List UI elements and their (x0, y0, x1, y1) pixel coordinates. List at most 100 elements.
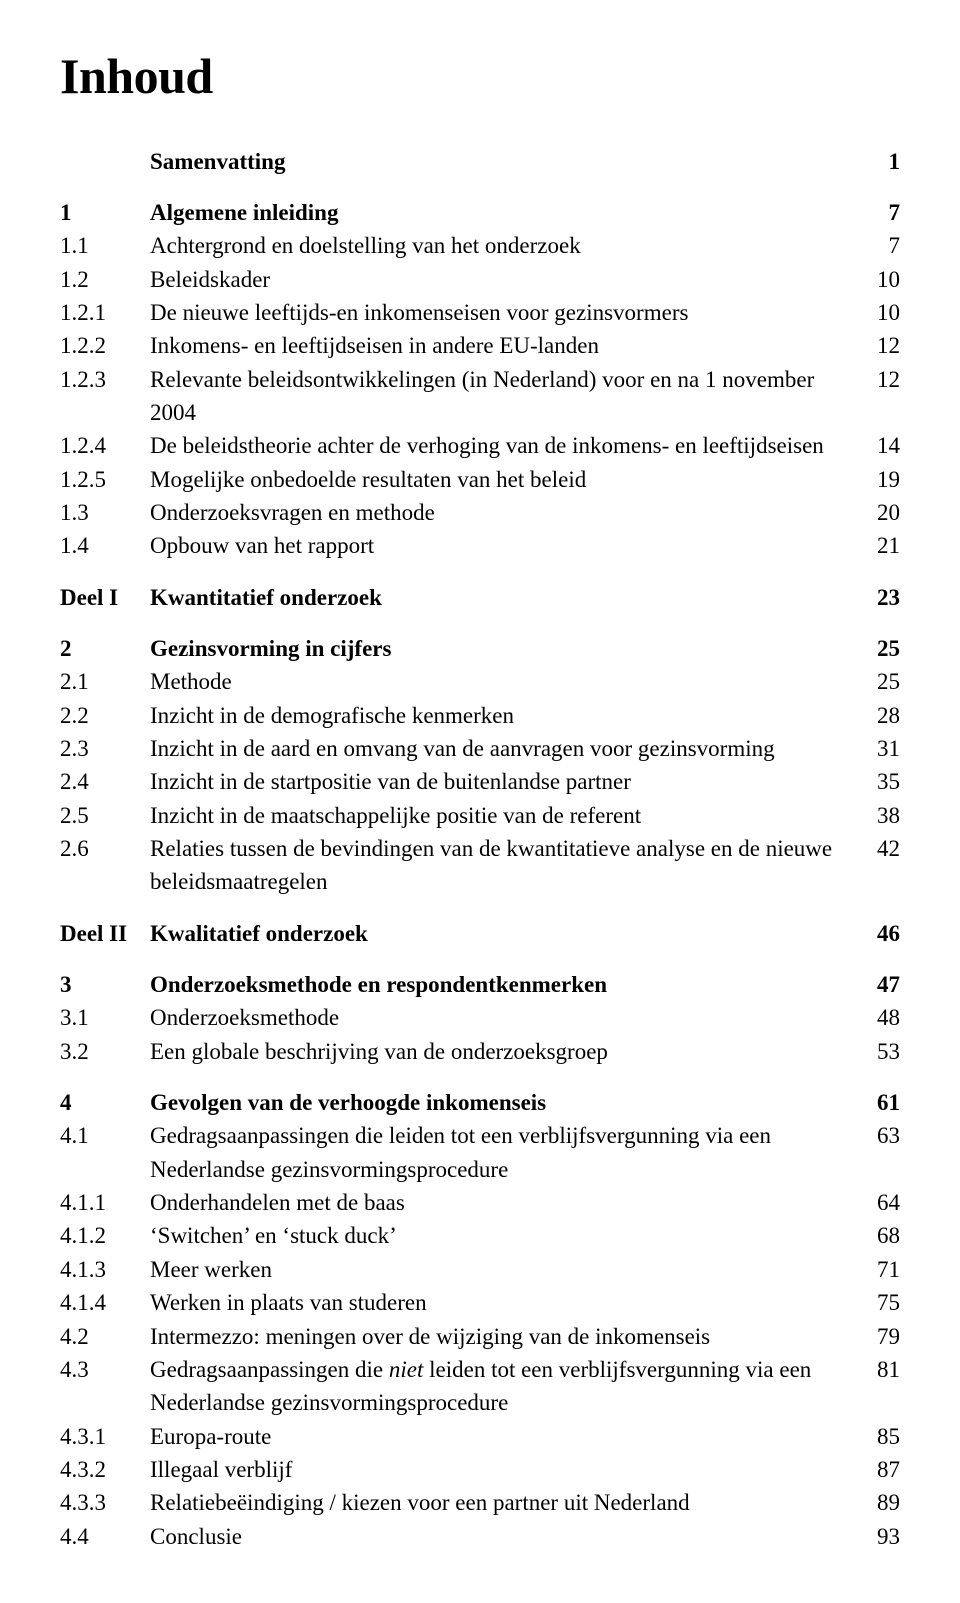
page-title: Inhoud (60, 40, 900, 113)
toc-number: 2.4 (60, 765, 150, 798)
toc-page: 19 (860, 463, 900, 496)
toc-number: 3.1 (60, 1001, 150, 1034)
toc-title: Inzicht in de aard en omvang van de aanv… (150, 732, 860, 765)
toc-title: Relevante beleidsontwikkelingen (in Nede… (150, 363, 860, 430)
toc-page: 21 (860, 529, 900, 562)
toc-row: 4.1.3Meer werken71 (60, 1253, 900, 1286)
toc-page: 64 (860, 1186, 900, 1219)
toc-number: 2.5 (60, 799, 150, 832)
toc-row: 4.1.4Werken in plaats van studeren75 (60, 1286, 900, 1319)
toc-row: 2Gezinsvorming in cijfers25 (60, 632, 900, 665)
toc-row: 3.2Een globale beschrijving van de onder… (60, 1035, 900, 1068)
toc-page: 7 (860, 196, 900, 229)
toc-page: 38 (860, 799, 900, 832)
toc-number: 1.2.5 (60, 463, 150, 496)
toc-page: 47 (860, 968, 900, 1001)
toc-page: 31 (860, 732, 900, 765)
toc-title: De beleidstheorie achter de verhoging va… (150, 429, 860, 462)
toc-title: Illegaal verblijf (150, 1453, 860, 1486)
toc-page: 25 (860, 665, 900, 698)
toc-row: 2.3Inzicht in de aard en omvang van de a… (60, 732, 900, 765)
toc-title: Gezinsvorming in cijfers (150, 632, 860, 665)
toc-number: 3 (60, 968, 150, 1001)
toc-title: Onderzoeksvragen en methode (150, 496, 860, 529)
toc-title: Inzicht in de startpositie van de buiten… (150, 765, 860, 798)
toc-page: 10 (860, 263, 900, 296)
toc-title: Inzicht in de maatschappelijke positie v… (150, 799, 860, 832)
toc-page: 79 (860, 1320, 900, 1353)
toc-page: 14 (860, 429, 900, 462)
toc-title: Een globale beschrijving van de onderzoe… (150, 1035, 860, 1068)
toc-row: 1.2.4De beleidstheorie achter de verhogi… (60, 429, 900, 462)
toc-number: 4.1.3 (60, 1253, 150, 1286)
toc-number: 2.3 (60, 732, 150, 765)
table-of-contents: Samenvatting11Algemene inleiding71.1Acht… (60, 145, 900, 1553)
toc-title: Onderzoeksmethode (150, 1001, 860, 1034)
toc-title: Achtergrond en doelstelling van het onde… (150, 229, 860, 262)
toc-number: 4.1.4 (60, 1286, 150, 1319)
toc-row: 4.3.3Relatiebeëindiging / kiezen voor ee… (60, 1486, 900, 1519)
toc-title: Onderzoeksmethode en respondentkenmerken (150, 968, 860, 1001)
toc-number: 4.2 (60, 1320, 150, 1353)
toc-row: 4.2Intermezzo: meningen over de wijzigin… (60, 1320, 900, 1353)
toc-row: 4.3Gedragsaanpassingen die niet leiden t… (60, 1353, 900, 1420)
toc-page: 42 (860, 832, 900, 865)
toc-row: 1Algemene inleiding7 (60, 196, 900, 229)
toc-title: Gevolgen van de verhoogde inkomenseis (150, 1086, 860, 1119)
toc-title: Inzicht in de demografische kenmerken (150, 699, 860, 732)
toc-number: 2.6 (60, 832, 150, 865)
toc-row: 1.2.2Inkomens- en leeftijdseisen in ande… (60, 329, 900, 362)
toc-title: Intermezzo: meningen over de wijziging v… (150, 1320, 860, 1353)
toc-title: Conclusie (150, 1520, 860, 1553)
spacer (60, 950, 900, 968)
toc-number: 1 (60, 196, 150, 229)
toc-title: Beleidskader (150, 263, 860, 296)
toc-row: 2.4Inzicht in de startpositie van de bui… (60, 765, 900, 798)
toc-title: Gedragsaanpassingen die leiden tot een v… (150, 1119, 860, 1186)
toc-page: 63 (860, 1119, 900, 1152)
spacer (60, 1068, 900, 1086)
toc-number: 1.2.1 (60, 296, 150, 329)
toc-number: Deel II (60, 917, 150, 950)
toc-row: 4.4Conclusie93 (60, 1520, 900, 1553)
toc-title: Gedragsaanpassingen die niet leiden tot … (150, 1353, 860, 1420)
toc-row: 1.2.1De nieuwe leeftijds-en inkomenseise… (60, 296, 900, 329)
toc-title: Werken in plaats van studeren (150, 1286, 860, 1319)
toc-title: Kwalitatief onderzoek (150, 917, 860, 950)
toc-page: 85 (860, 1420, 900, 1453)
toc-row: 4.1Gedragsaanpassingen die leiden tot ee… (60, 1119, 900, 1186)
toc-page: 7 (860, 229, 900, 262)
toc-row: 1.4Opbouw van het rapport21 (60, 529, 900, 562)
toc-row: 4.3.1Europa-route85 (60, 1420, 900, 1453)
toc-row: 2.6Relaties tussen de bevindingen van de… (60, 832, 900, 899)
toc-title: Opbouw van het rapport (150, 529, 860, 562)
toc-row: Deel IIKwalitatief onderzoek46 (60, 917, 900, 950)
toc-number: 4.1.1 (60, 1186, 150, 1219)
toc-row: 1.2.3Relevante beleidsontwikkelingen (in… (60, 363, 900, 430)
toc-title: Algemene inleiding (150, 196, 860, 229)
toc-title: Onderhandelen met de baas (150, 1186, 860, 1219)
toc-page: 81 (860, 1353, 900, 1386)
toc-title: ‘Switchen’ en ‘stuck duck’ (150, 1219, 860, 1252)
toc-row: 4.1.1Onderhandelen met de baas64 (60, 1186, 900, 1219)
toc-title: Kwantitatief onderzoek (150, 581, 860, 614)
toc-number: 1.2.3 (60, 363, 150, 396)
toc-number: 1.4 (60, 529, 150, 562)
spacer (60, 614, 900, 632)
toc-page: 61 (860, 1086, 900, 1119)
toc-row: 2.2Inzicht in de demografische kenmerken… (60, 699, 900, 732)
toc-page: 68 (860, 1219, 900, 1252)
toc-row: 4Gevolgen van de verhoogde inkomenseis61 (60, 1086, 900, 1119)
toc-title: Meer werken (150, 1253, 860, 1286)
toc-title: Europa-route (150, 1420, 860, 1453)
toc-row: 1.2Beleidskader10 (60, 263, 900, 296)
toc-title: Mogelijke onbedoelde resultaten van het … (150, 463, 860, 496)
toc-page: 12 (860, 329, 900, 362)
toc-title: Relaties tussen de bevindingen van de kw… (150, 832, 860, 899)
toc-number: 1.1 (60, 229, 150, 262)
toc-page: 23 (860, 581, 900, 614)
toc-number: 4.1.2 (60, 1219, 150, 1252)
toc-page: 12 (860, 363, 900, 396)
toc-number: 1.2 (60, 263, 150, 296)
toc-title: Samenvatting (150, 145, 860, 178)
